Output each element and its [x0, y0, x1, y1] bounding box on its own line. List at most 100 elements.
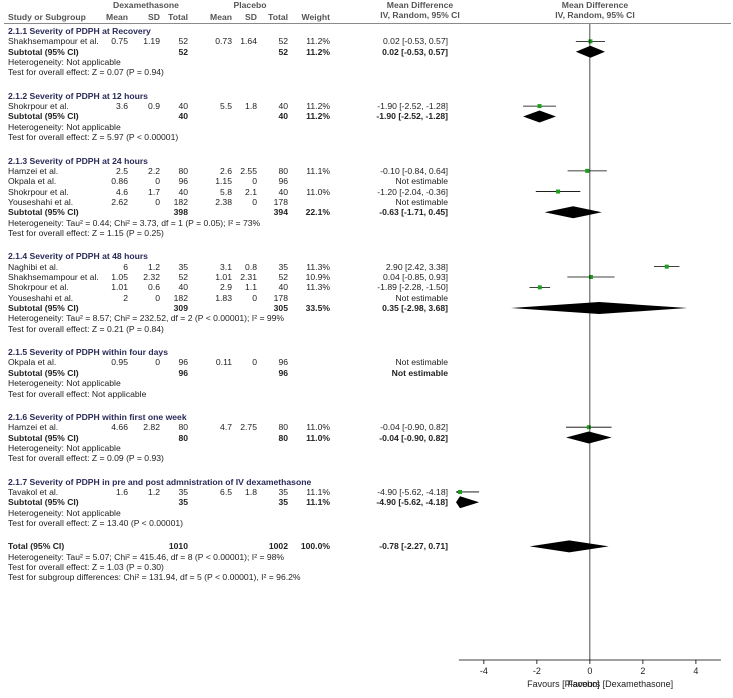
subgroup-note: Test for overall effect: Z = 0.09 (P = 0… — [8, 453, 164, 464]
study-total1: 40 — [178, 101, 188, 112]
total-diamond — [529, 540, 609, 553]
favours-left: Favours [Placebo] — [527, 679, 600, 689]
subtotal-ci: -0.63 [-1.71, 0.45] — [379, 207, 448, 218]
subtotal-name: Subtotal (95% CI) — [8, 111, 79, 122]
subtotal-ci: Not estimable — [391, 367, 448, 378]
study-sd1: 0 — [155, 176, 160, 187]
study-marker — [556, 189, 561, 194]
study-marker — [588, 275, 593, 279]
study-total2: 178 — [273, 196, 288, 207]
subgroup-note: Test for overall effect: Z = 0.07 (P = 0… — [8, 67, 164, 78]
subgroup-heading: 2.1.7 Severity of PDPH in pre and post a… — [8, 476, 312, 487]
study-total2: 40 — [278, 282, 288, 293]
subtotal-name: Subtotal (95% CI) — [8, 432, 79, 443]
study-sd2: 0 — [252, 176, 257, 187]
study-mean2: 4.7 — [220, 422, 232, 433]
study-ci: -1.90 [-2.52, -1.28] — [377, 101, 448, 112]
study-sd2: 0 — [252, 196, 257, 207]
header-group2: Placebo — [233, 0, 267, 10]
subtotal-weight: 22.1% — [305, 207, 330, 218]
subtotal-diamond — [544, 206, 602, 219]
x-tick-label: 0 — [587, 666, 592, 676]
study-weight: 11.3% — [306, 261, 330, 272]
subtotal-total1: 52 — [178, 46, 188, 57]
subtotal-total1: 35 — [178, 497, 188, 508]
study-mean1: 2.5 — [116, 165, 128, 176]
header-plot-sub: IV, Random, 95% CI — [555, 10, 635, 20]
subgroup-heading: 2.1.5 Severity of PDPH within four days — [8, 347, 168, 358]
subtotal-total2: 52 — [278, 46, 288, 57]
study-mean2: 6.5 — [220, 486, 232, 497]
study-sd1: 0.9 — [148, 101, 160, 112]
study-total1: 96 — [178, 176, 188, 187]
study-sd2: 2.75 — [240, 422, 257, 433]
study-total2: 80 — [278, 165, 288, 176]
study-sd1: 0.6 — [148, 282, 160, 293]
study-mean1: 1.6 — [116, 486, 128, 497]
subtotal-total2: 80 — [278, 432, 288, 443]
subtotal-total2: 35 — [278, 497, 288, 508]
study-marker — [588, 39, 593, 44]
header-group1: Dexamethasone — [113, 0, 179, 10]
study-sd1: 0 — [155, 292, 160, 303]
subtotal-weight: 11.2% — [306, 111, 330, 122]
study-total1: 52 — [178, 272, 188, 282]
study-sd1: 1.7 — [148, 186, 160, 197]
subtotal-diamond — [575, 45, 605, 58]
subgroup-note: Heterogeneity: Tau² = 0.44; Chi² = 3.73,… — [8, 217, 261, 228]
study-mean2: 1.15 — [215, 176, 232, 187]
subtotal-ci: -0.04 [-0.90, 0.82] — [379, 432, 448, 443]
subgroup-note: Test for overall effect: Z = 13.40 (P < … — [8, 518, 184, 528]
study-total2: 52 — [278, 36, 288, 47]
study-ci: -0.10 [-0.84, 0.64] — [380, 165, 448, 176]
study-marker — [585, 168, 590, 173]
header-plot-title: Mean Difference — [561, 0, 629, 10]
study-name: Hamzei et al. — [8, 165, 59, 176]
study-mean1: 0.95 — [111, 357, 128, 368]
study-ci: Not estimable — [395, 196, 448, 207]
study-name: Shokrpour et al. — [8, 101, 69, 112]
total-weight: 100.0% — [300, 541, 330, 552]
x-tick-label: -2 — [533, 666, 541, 676]
subtotal-total2: 40 — [278, 111, 288, 122]
study-total1: 80 — [178, 165, 188, 176]
subtotal-weight: 33.5% — [305, 303, 330, 314]
study-total2: 35 — [278, 261, 288, 272]
subgroup-heading: 2.1.6 Severity of PDPH within first one … — [8, 411, 187, 422]
subtotal-total1: 40 — [178, 111, 188, 122]
header-rule — [4, 23, 731, 24]
study-ci: Not estimable — [395, 176, 448, 187]
subgroup-heading: 2.1.4 Severity of PDPH at 48 hours — [8, 251, 148, 262]
study-sd1: 1.2 — [148, 261, 160, 272]
study-sd1: 2.32 — [143, 272, 160, 282]
subgroup-note: Test for overall effect: Z = 1.03 (P = 0… — [8, 562, 164, 573]
study-sd1: 0 — [155, 357, 160, 368]
subtotal-weight: 11.0% — [306, 432, 330, 443]
study-total2: 52 — [278, 272, 288, 282]
study-mean1: 1.05 — [111, 272, 128, 282]
study-ci: 2.90 [2.42, 3.38] — [385, 261, 448, 272]
subtotal-total1: 96 — [178, 367, 188, 378]
study-name: Shokrpour et al. — [8, 186, 69, 197]
subtotal-diamond — [523, 110, 556, 123]
study-mean2: 2.6 — [220, 165, 232, 176]
study-weight: 11.2% — [306, 101, 330, 112]
study-ci: Not estimable — [395, 357, 448, 368]
study-ci: -0.04 [-0.90, 0.82] — [380, 422, 448, 433]
subgroup-note: Test for subgroup differences: Chi² = 13… — [8, 572, 301, 583]
subtotal-ci: 0.02 [-0.53, 0.57] — [382, 46, 448, 57]
study-total2: 80 — [278, 422, 288, 433]
header-mean2: Mean — [210, 12, 232, 22]
study-total2: 40 — [278, 101, 288, 112]
subgroup-heading: 2.1.2 Severity of PDPH at 12 hours — [8, 90, 148, 101]
study-name: Youseshahi et al. — [8, 292, 74, 303]
subtotal-weight: 11.1% — [306, 497, 330, 508]
subtotal-name: Subtotal (95% CI) — [8, 46, 79, 57]
study-mean1: 0.86 — [111, 176, 128, 187]
subgroup-note: Test for overall effect: Z = 5.97 (P < 0… — [8, 132, 179, 143]
study-mean2: 2.38 — [215, 196, 232, 207]
study-mean2: 0.73 — [215, 36, 232, 47]
total-total1: 1010 — [168, 541, 188, 552]
header-effect-sub: IV, Random, 95% CI — [380, 10, 460, 20]
subtotal-weight: 11.2% — [306, 46, 330, 57]
